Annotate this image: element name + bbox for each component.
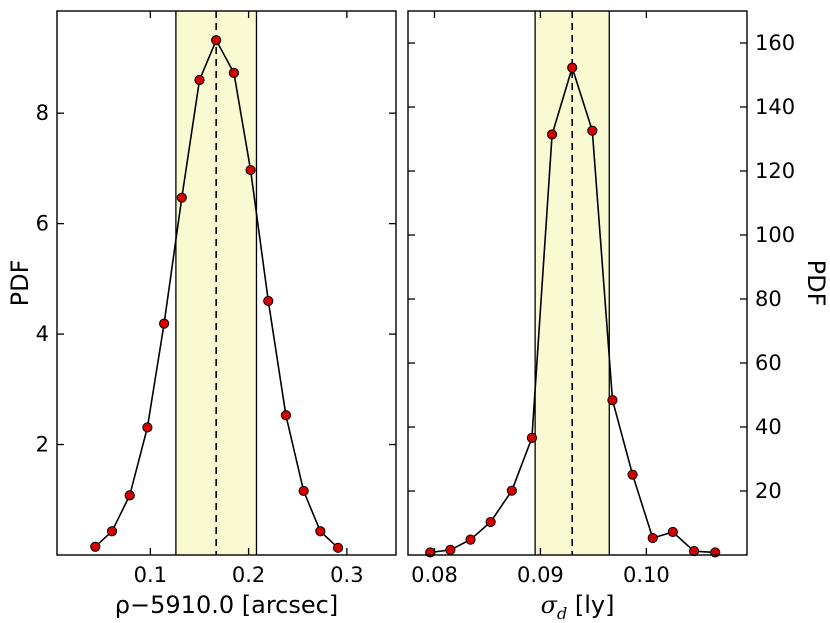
right-y-tick-label: 160: [755, 31, 795, 55]
right-y-axis-label: PDF: [802, 260, 830, 307]
right-data-point: [546, 129, 558, 140]
right-x-axis-label: σd [ly]: [541, 591, 615, 623]
right-plot-frame: [407, 10, 748, 556]
left-data-point: [159, 318, 170, 329]
left-panel: 0.1 0.2 0.3 2 4 6 8 PDF ρ−5910.0 [arcsec]: [6, 10, 397, 619]
left-y-tick-label: 2: [36, 433, 49, 457]
right-panel: 0.08 0.09 0.10 20 40 60 80 100 120 140 160 PDF σd [l…: [407, 10, 830, 623]
right-data-point: [506, 485, 517, 496]
left-data-point: [142, 422, 153, 433]
right-y-tick-label: 60: [755, 351, 782, 375]
left-plot-frame: [56, 10, 397, 556]
left-data-point: [228, 67, 239, 78]
left-data-point: [332, 542, 344, 553]
right-data-point: [526, 432, 538, 443]
left-data-point: [194, 74, 205, 86]
right-data-point: [607, 395, 618, 406]
right-x-tick-label: 0.09: [517, 563, 564, 587]
left-x-axis-label: ρ−5910.0 [arcsec]: [115, 591, 338, 619]
right-data-point: [567, 62, 578, 73]
left-y-axis-label: PDF: [6, 260, 34, 307]
left-data-point: [298, 485, 309, 497]
left-x-tick-label: 0.2: [232, 563, 265, 587]
left-data-point: [90, 541, 101, 552]
right-data-point: [688, 546, 700, 557]
right-x-tick-label: 0.08: [411, 563, 458, 587]
left-data-point: [263, 295, 274, 307]
left-x-tick-label: 0.3: [330, 563, 363, 587]
right-data-point: [445, 544, 456, 555]
right-data-point: [587, 125, 598, 136]
left-y-tick-label: 8: [36, 101, 49, 125]
right-y-tick-label: 100: [755, 223, 795, 247]
left-data-point: [315, 526, 326, 537]
left-data-point: [280, 410, 292, 421]
left-data-point: [124, 490, 135, 501]
right-data-point: [485, 516, 496, 528]
right-y-tick-label: 20: [755, 479, 782, 503]
right-data-point: [627, 469, 638, 480]
right-y-tick-label: 140: [755, 95, 795, 119]
right-y-tick-label: 40: [755, 415, 782, 439]
left-y-tick-label: 6: [36, 212, 49, 236]
left-y-tick-label: 4: [36, 322, 49, 346]
right-data-point: [667, 526, 678, 538]
left-data-point: [176, 192, 187, 203]
right-data-point: [647, 532, 658, 544]
right-data-point: [465, 534, 476, 545]
left-x-tick-label: 0.1: [134, 563, 167, 587]
left-data-point: [106, 526, 118, 537]
right-y-tick-label: 80: [755, 287, 782, 311]
right-y-tick-label: 120: [755, 159, 795, 183]
left-data-point: [245, 164, 256, 176]
right-x-tick-label: 0.10: [623, 563, 670, 587]
left-data-point: [211, 35, 222, 46]
